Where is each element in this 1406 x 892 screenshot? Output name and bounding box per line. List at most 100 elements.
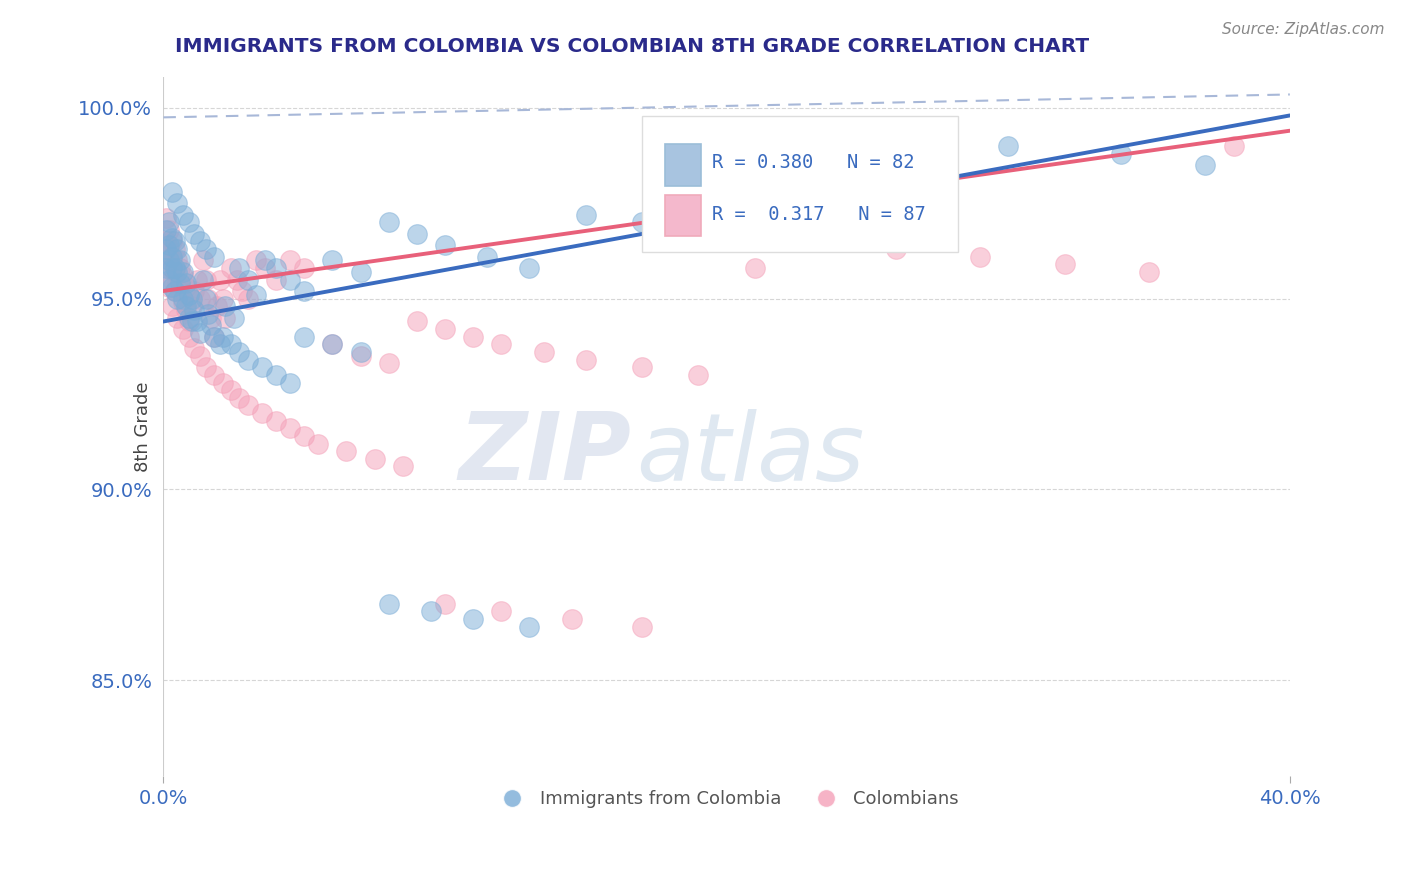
Point — [211, 292, 233, 306]
Point — [197, 307, 219, 321]
Point — [228, 261, 250, 276]
Point — [236, 292, 259, 306]
Point — [157, 280, 180, 294]
Point — [183, 303, 205, 318]
Point — [160, 272, 183, 286]
Point — [155, 253, 177, 268]
Point — [180, 314, 202, 328]
Point — [155, 223, 177, 237]
Point — [236, 272, 259, 286]
Point — [174, 303, 197, 318]
Point — [228, 391, 250, 405]
Point — [174, 299, 197, 313]
Point — [202, 330, 225, 344]
Point — [194, 292, 217, 306]
FancyBboxPatch shape — [643, 116, 957, 252]
Point — [228, 345, 250, 359]
Point — [292, 429, 315, 443]
Point — [419, 604, 441, 618]
Point — [163, 235, 186, 249]
Point — [231, 284, 253, 298]
Point — [157, 223, 180, 237]
Point — [157, 261, 180, 276]
Point — [177, 215, 200, 229]
Point — [169, 284, 191, 298]
Point — [169, 261, 191, 276]
Point — [155, 261, 177, 276]
Point — [219, 261, 242, 276]
Point — [491, 337, 513, 351]
Point — [321, 337, 343, 351]
Point — [405, 314, 427, 328]
Point — [264, 368, 287, 382]
Point — [236, 399, 259, 413]
Point — [222, 310, 245, 325]
Point — [160, 299, 183, 313]
Point — [491, 604, 513, 618]
Point — [160, 185, 183, 199]
Point — [264, 261, 287, 276]
Point — [183, 284, 205, 298]
Point — [519, 261, 541, 276]
Point — [191, 253, 214, 268]
Point — [884, 203, 907, 218]
Point — [219, 383, 242, 397]
Point — [800, 235, 823, 249]
Text: R = 0.380   N = 82: R = 0.380 N = 82 — [711, 153, 914, 172]
Point — [197, 292, 219, 306]
Point — [180, 299, 202, 313]
Point — [477, 250, 499, 264]
Point — [716, 223, 738, 237]
Point — [631, 360, 654, 375]
Text: R =  0.317   N = 87: R = 0.317 N = 87 — [711, 205, 925, 225]
Point — [211, 376, 233, 390]
Point — [349, 349, 371, 363]
Point — [157, 215, 180, 229]
Point — [278, 272, 301, 286]
Point — [166, 265, 188, 279]
Point — [561, 612, 583, 626]
Point — [997, 139, 1019, 153]
Point — [631, 215, 654, 229]
Point — [174, 277, 197, 291]
Point — [1194, 158, 1216, 172]
Point — [292, 284, 315, 298]
Point — [166, 242, 188, 256]
Point — [157, 242, 180, 256]
Point — [335, 444, 357, 458]
Point — [208, 272, 231, 286]
Point — [225, 272, 247, 286]
Point — [186, 272, 208, 286]
Point — [575, 208, 598, 222]
Point — [377, 215, 399, 229]
Point — [172, 208, 194, 222]
Point — [163, 284, 186, 298]
Point — [884, 242, 907, 256]
Point — [264, 272, 287, 286]
Point — [405, 227, 427, 241]
Point — [349, 265, 371, 279]
Point — [208, 337, 231, 351]
Point — [160, 230, 183, 244]
Point — [236, 352, 259, 367]
Point — [191, 272, 214, 286]
Point — [200, 310, 222, 325]
Point — [166, 196, 188, 211]
Point — [575, 352, 598, 367]
Point — [278, 421, 301, 435]
Point — [264, 414, 287, 428]
Point — [177, 287, 200, 301]
Point — [166, 292, 188, 306]
Text: ZIP: ZIP — [458, 409, 631, 500]
Point — [533, 345, 555, 359]
Point — [1053, 257, 1076, 271]
Point — [194, 272, 217, 286]
Point — [183, 341, 205, 355]
Point — [166, 277, 188, 291]
Point — [194, 360, 217, 375]
Point — [188, 326, 211, 340]
Text: IMMIGRANTS FROM COLOMBIA VS COLOMBIAN 8TH GRADE CORRELATION CHART: IMMIGRANTS FROM COLOMBIA VS COLOMBIAN 8T… — [174, 37, 1088, 56]
Point — [155, 235, 177, 249]
Point — [163, 242, 186, 256]
Point — [157, 272, 180, 286]
